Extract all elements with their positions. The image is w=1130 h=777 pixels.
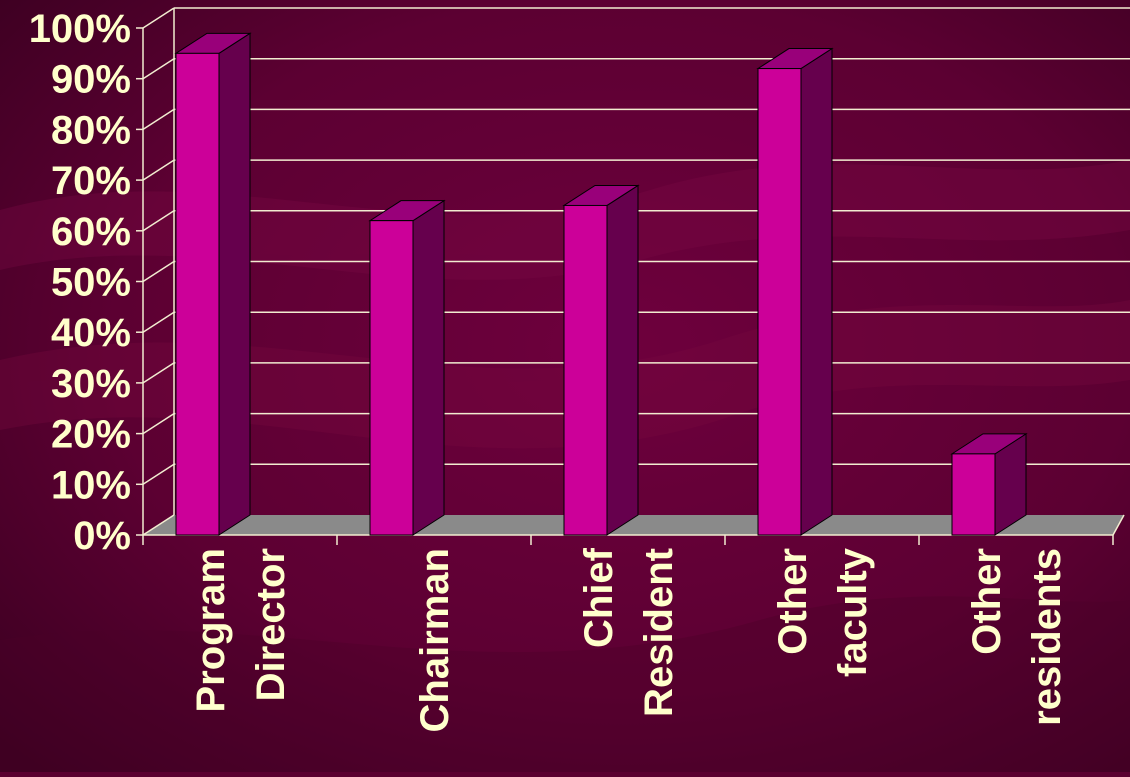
x-tick-label: Program: [189, 548, 233, 713]
gridline-diagonal: [142, 311, 175, 333]
gridline-diagonal: [142, 260, 175, 283]
gridline-diagonal: [142, 210, 175, 232]
x-tick-label: Resident: [637, 548, 681, 717]
x-tick-label: Director: [249, 548, 293, 701]
y-tick-label: 20%: [51, 413, 131, 457]
bar-side-face: [412, 199, 445, 536]
y-tick-label: 90%: [51, 58, 131, 102]
bar: [368, 199, 446, 536]
bar-front-face: [369, 220, 414, 536]
x-axis-line-depth: [1112, 514, 1125, 536]
bar: [174, 32, 252, 536]
x-tick-label: Other: [965, 548, 1009, 655]
y-axis-ticks: 0% 10% 20% 30% 40% 50% 60% 70% 80% 90% 100%: [29, 7, 143, 558]
bar: [756, 47, 834, 536]
gridline-diagonal: [142, 7, 175, 29]
bar-front-face: [757, 68, 802, 536]
gridline-diagonal: [142, 58, 175, 80]
x-tick-label: Other: [771, 548, 815, 655]
bar-side-face: [800, 47, 833, 536]
y-tick-label: 0%: [73, 514, 131, 558]
bar-front-face: [951, 453, 996, 536]
y-tick-label: 70%: [51, 159, 131, 203]
y-tick-label: 80%: [51, 108, 131, 152]
gridline-diagonal: [142, 159, 175, 181]
x-tick-label: residents: [1025, 548, 1069, 726]
bar: [562, 184, 640, 536]
x-tick-label: faculty: [831, 547, 875, 677]
bar-side-face: [606, 184, 639, 536]
gridline-diagonal: [142, 463, 175, 485]
y-tick-label: 10%: [51, 463, 131, 507]
gridline-diagonal: [142, 108, 175, 131]
bar-side-face: [218, 32, 251, 536]
y-tick-label: 50%: [51, 261, 131, 305]
bars: [174, 32, 1028, 536]
x-tick-label: Chief: [577, 547, 621, 648]
y-tick-label: 60%: [51, 210, 131, 254]
y-tick-label: 40%: [51, 311, 131, 355]
bar-front-face: [175, 52, 220, 536]
x-tick-label: Chairman: [413, 548, 457, 733]
gridline-diagonal: [142, 362, 175, 384]
x-axis-ticks: Program Director Chairman Chief Resident Othe…: [142, 535, 1114, 733]
bar: [950, 432, 1028, 536]
gridline-diagonal: [142, 514, 175, 536]
gridline-diagonal: [142, 412, 175, 435]
y-tick-label: 100%: [29, 7, 131, 51]
y-tick-label: 30%: [51, 362, 131, 406]
bar-front-face: [563, 204, 608, 536]
